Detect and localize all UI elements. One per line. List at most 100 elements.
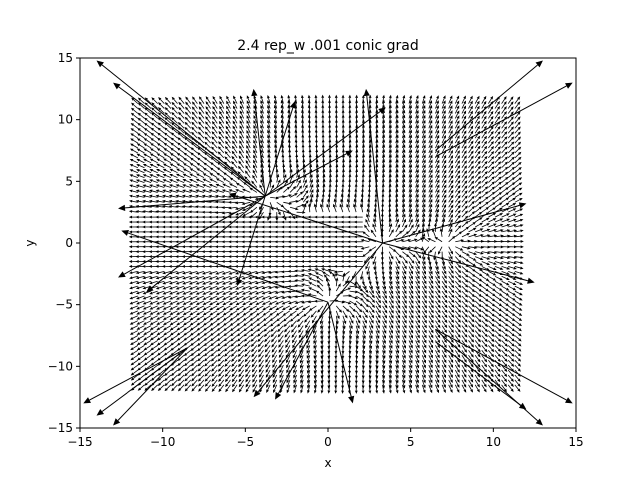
field-arrow [169,315,178,320]
field-arrow [171,379,178,387]
field-arrow [156,142,165,149]
field-arrow [225,125,231,134]
field-arrow [246,120,251,129]
y-axis: −15 −10 −5 0 5 10 15 [48,51,80,435]
field-arrow [201,189,211,193]
field-arrow [189,162,198,169]
field-arrow [130,364,139,371]
field-arrow [163,330,172,336]
field-arrow [507,340,515,347]
field-arrow [255,310,264,316]
field-arrow [267,119,271,129]
field-arrow [189,300,198,305]
field-arrow [514,245,524,249]
field-arrow [253,159,258,168]
x-tick-label: −15 [67,435,92,449]
field-arrow [272,374,278,384]
field-arrow [251,364,258,373]
field-arrow [257,345,264,353]
field-arrow [211,374,218,382]
field-arrow [508,280,517,286]
field-arrow [184,384,192,392]
field-arrow [252,379,258,388]
field-arrow [507,335,515,342]
field-arrow [195,275,205,280]
field-arrow [222,183,231,188]
field-arrow [268,207,272,217]
field-arrow [205,121,211,129]
field-arrow [158,102,165,109]
field-arrow [169,310,178,315]
field-arrow [189,320,198,326]
field-arrow [481,290,489,297]
field-arrow [215,280,224,285]
field-arrow [197,374,205,382]
field-arrow [209,325,218,331]
field-arrow [235,300,244,306]
field-arrow [175,179,185,183]
field-arrow [263,325,271,332]
field-arrow [136,295,145,300]
field-arrow [501,202,510,208]
field-arrow [250,340,258,348]
field-arrow [129,184,138,188]
field-arrow [494,176,502,183]
field-arrow [163,325,172,331]
field-arrow [182,184,191,188]
field-arrow [175,270,185,275]
field-arrow [148,270,158,275]
field-arrow [229,305,238,311]
field-arrow [142,210,152,213]
y-tick-label: 5 [65,174,73,188]
field-arrow [143,153,152,159]
field-arrow [155,210,165,213]
field-arrow [208,290,218,295]
field-arrow [468,227,477,233]
field-arrow [198,96,205,104]
field-arrow [388,246,397,253]
field-arrow [308,277,317,282]
field-arrow [229,300,238,306]
field-arrow [243,330,251,337]
field-arrow [239,100,245,109]
field-arrow [176,168,185,174]
field-arrow [266,384,271,393]
field-arrow [245,154,251,164]
field-arrow [216,330,225,337]
field-arrow [222,177,231,183]
field-arrow [281,280,291,284]
field-arrow [279,369,284,379]
field-arrow [342,305,350,312]
field-arrow [212,100,218,109]
field-arrow [216,320,225,326]
field-arrow [231,374,238,383]
field-arrow [508,208,517,213]
field-arrow [501,280,510,286]
field-arrow [129,285,138,290]
field-arrow [190,354,198,362]
field-arrow [481,217,490,223]
field-arrow [296,197,305,203]
field-arrow [481,191,489,198]
field-arrow [494,290,503,297]
field-arrow [181,205,191,208]
field-arrow [196,320,205,326]
field-arrow [223,345,231,352]
field-arrow [130,359,139,366]
field-arrow [234,201,244,205]
field-arrow [176,315,185,321]
field-arrow [468,256,477,261]
field-arrow [252,169,258,178]
field-arrow [514,330,522,337]
field-arrow [215,290,224,295]
field-arrow [142,184,152,188]
field-arrow [232,140,238,149]
field-arrow [260,129,264,139]
field-arrow [215,305,225,311]
field-arrow [494,191,503,198]
field-arrow [183,335,191,341]
field-arrow [263,330,271,337]
field-arrow [137,107,145,114]
field-arrow [182,280,191,285]
field-arrow [177,379,185,387]
